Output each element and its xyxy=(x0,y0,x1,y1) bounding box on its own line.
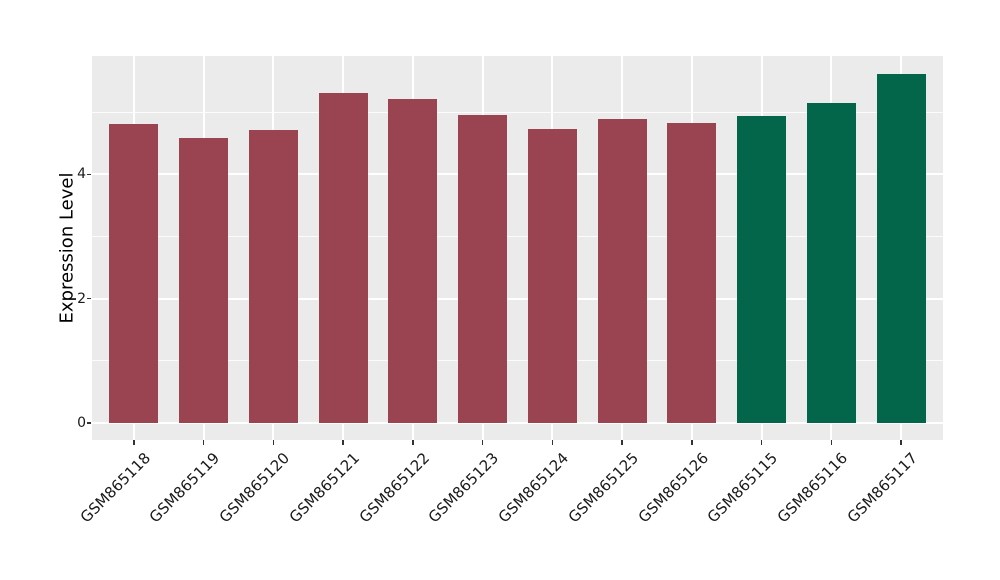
bar-GSM865117 xyxy=(876,74,926,423)
x-tick-mark xyxy=(481,440,484,445)
gridline-horizontal-minor xyxy=(92,111,943,113)
x-tick-label: GSM865115 xyxy=(704,449,782,527)
bar-GSM865116 xyxy=(806,102,856,423)
bar-GSM865120 xyxy=(248,130,298,423)
x-tick-mark xyxy=(342,440,344,445)
x-tick-label: GSM865120 xyxy=(215,449,294,527)
x-tick-mark xyxy=(760,440,763,445)
y-tick-label: 4 xyxy=(77,166,86,183)
x-tick-mark xyxy=(621,440,623,445)
bar-GSM865124 xyxy=(527,129,577,423)
x-tick-mark xyxy=(412,440,414,445)
y-tick-label: 2 xyxy=(77,290,86,307)
x-tick-mark xyxy=(691,440,693,445)
bar-GSM865118 xyxy=(109,124,159,423)
gridline-horizontal-major xyxy=(92,173,943,176)
x-tick-label: GSM865121 xyxy=(285,449,363,527)
bar-GSM865125 xyxy=(597,118,647,423)
x-tick-label: GSM865117 xyxy=(843,449,921,527)
x-tick-label: GSM865116 xyxy=(773,449,852,527)
x-tick-label: GSM865125 xyxy=(564,449,642,527)
x-tick-label: GSM865122 xyxy=(355,449,433,527)
y-tick-label: 0 xyxy=(77,415,86,431)
x-tick-label: GSM865126 xyxy=(634,449,712,527)
gridline-horizontal-minor xyxy=(92,360,943,362)
x-tick-mark xyxy=(202,440,205,445)
x-tick-mark xyxy=(272,440,275,445)
bar-GSM865121 xyxy=(318,93,368,423)
y-tick-mark xyxy=(87,173,91,175)
bar-GSM865126 xyxy=(667,123,717,423)
x-tick-label: GSM865123 xyxy=(425,449,503,527)
bar-GSM865115 xyxy=(737,115,787,423)
bar-GSM865119 xyxy=(179,138,228,423)
x-tick-label: GSM865119 xyxy=(146,449,224,527)
bar-GSM865123 xyxy=(458,115,508,423)
y-tick-mark xyxy=(87,422,91,424)
bar-GSM865122 xyxy=(388,98,438,423)
gridline-horizontal-major xyxy=(92,297,943,300)
x-tick-mark xyxy=(830,440,833,445)
x-tick-mark xyxy=(551,440,554,445)
x-tick-label: GSM865118 xyxy=(76,449,154,527)
plot-panel xyxy=(92,56,943,440)
x-tick-label: GSM865124 xyxy=(494,449,573,527)
gridline-horizontal-minor xyxy=(92,235,943,237)
y-tick-mark xyxy=(87,297,91,300)
x-tick-mark xyxy=(900,440,902,445)
gridline-horizontal-major xyxy=(92,422,943,424)
x-tick-mark xyxy=(133,440,135,445)
